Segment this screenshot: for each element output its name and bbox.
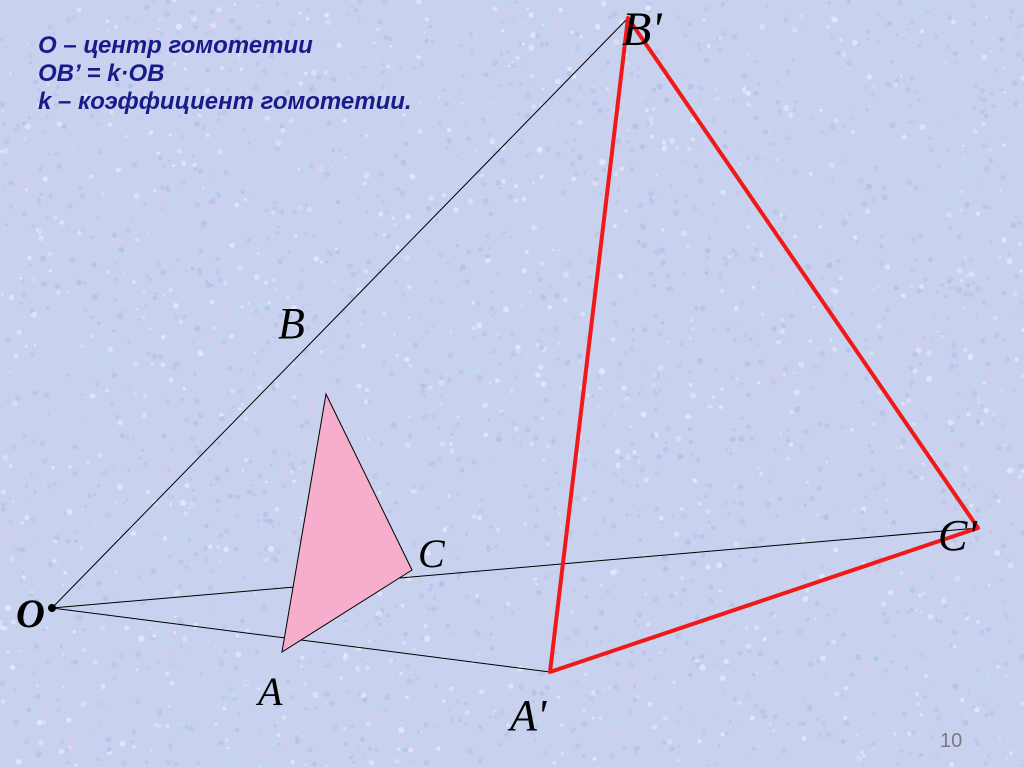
point-label-a: A: [258, 668, 282, 715]
point-label-b: B: [278, 298, 305, 349]
triangle-aprime-bprime-cprime: [550, 18, 978, 672]
center-point-o: [48, 604, 56, 612]
point-label-ap: A': [510, 690, 546, 741]
caption-line: O – центр гомотетии: [38, 32, 412, 60]
slide-number: 10: [940, 730, 962, 753]
caption-line: k – коэффициент гомотетии.: [38, 88, 412, 116]
point-label-bp: B': [622, 2, 662, 57]
point-label-cp: C': [938, 510, 977, 561]
caption-line: OB’ = k·OB: [38, 60, 412, 88]
point-label-c: C: [418, 530, 445, 577]
point-label-o: O: [16, 590, 45, 637]
triangle-abc: [282, 394, 412, 652]
caption-block: O – центр гомотетии OB’ = k·OB k – коэфф…: [38, 32, 412, 116]
slide-canvas: O – центр гомотетии OB’ = k·OB k – коэфф…: [0, 0, 1024, 767]
